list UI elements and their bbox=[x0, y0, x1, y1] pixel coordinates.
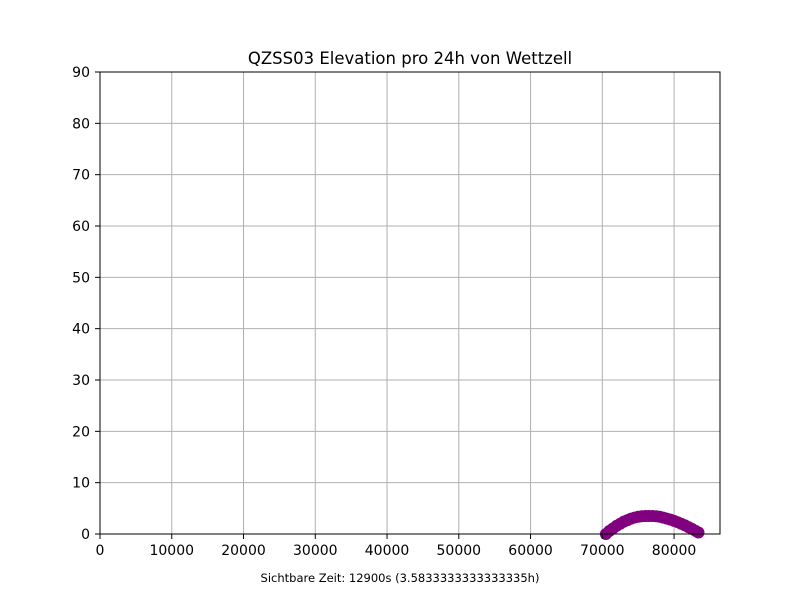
data-point bbox=[692, 526, 705, 539]
y-tick-label: 20 bbox=[72, 424, 90, 440]
x-axis-label: Sichtbare Zeit: 12900s (3.58333333333333… bbox=[261, 571, 540, 585]
y-tick-label: 80 bbox=[72, 116, 90, 132]
data-series bbox=[599, 510, 705, 540]
y-tick-label: 70 bbox=[72, 168, 90, 184]
x-tick-label: 30000 bbox=[293, 543, 338, 559]
x-tick-label: 40000 bbox=[365, 543, 410, 559]
x-tick-label: 20000 bbox=[221, 543, 266, 559]
x-tick-label: 0 bbox=[96, 543, 105, 559]
chart-title: QZSS03 Elevation pro 24h von Wettzell bbox=[248, 49, 572, 68]
plot-frame bbox=[99, 71, 721, 535]
x-tick-label: 50000 bbox=[437, 543, 482, 559]
y-tick-label: 60 bbox=[72, 219, 90, 235]
axis-ticks: 0 10000 20000 30000 40000 50000 60000 70000 8000… bbox=[72, 65, 696, 559]
y-tick-label: 0 bbox=[81, 527, 90, 543]
x-tick-label: 80000 bbox=[652, 543, 697, 559]
y-tick-label: 10 bbox=[72, 476, 90, 492]
x-tick-label: 60000 bbox=[508, 543, 553, 559]
y-tick-label: 40 bbox=[72, 322, 90, 338]
grid-lines bbox=[99, 71, 720, 535]
x-tick-label: 10000 bbox=[149, 543, 194, 559]
y-tick-label: 30 bbox=[72, 373, 90, 389]
y-tick-label: 50 bbox=[72, 270, 90, 286]
x-tick-label: 70000 bbox=[580, 543, 625, 559]
y-tick-label: 90 bbox=[72, 65, 90, 81]
